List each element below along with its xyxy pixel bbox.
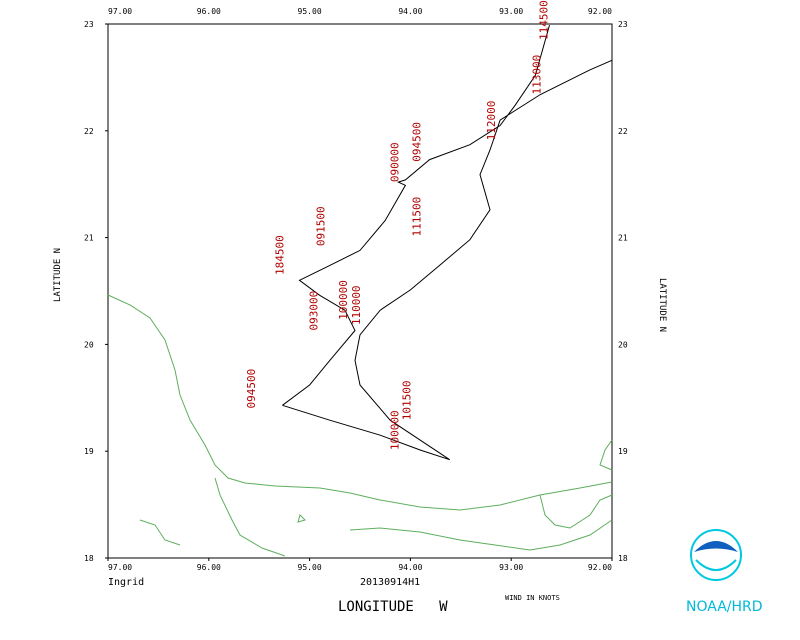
y-tick-label: 21 [84,234,94,243]
x-tick-label: 92.00 [588,563,612,572]
x-axis-title: LONGITUDE W [338,599,448,615]
time-label: 094500 [410,122,423,162]
time-label: 093000 [308,291,321,331]
time-label: 184500 [273,235,286,275]
logo-ring [690,529,742,581]
coastline [107,294,613,557]
mission-id: 20130914H1 [360,577,420,588]
x-tick-label-top: 94.00 [398,7,422,16]
x-tick-label: 96.00 [197,563,221,572]
time-label: 110000 [350,285,363,325]
x-tick-label-top: 95.00 [298,7,322,16]
x-tick-label: 95.00 [298,563,322,572]
y-tick-label: 22 [84,127,94,136]
flight-track [282,24,613,461]
time-label: 090000 [388,142,401,182]
x-tick-label-top: 97.00 [108,7,132,16]
x-tick-label-top: 93.00 [499,7,523,16]
y-tick-label-right: 23 [618,20,628,29]
time-label: 100000 [337,280,350,320]
y-axis-title-left: LATITUDE N [53,248,63,302]
y-axis-title: LATITUDE N [53,248,63,302]
credit: NOAA/HRD [686,599,763,615]
y-tick-label: 18 [84,554,94,563]
y-tick-label: 20 [84,340,94,349]
x-tick-label-top: 96.00 [197,7,221,16]
y-tick-label-right: 20 [618,340,628,349]
plot-frame [107,23,613,559]
noaa-logo [690,529,742,581]
logo-bird [694,541,738,552]
y-tick-label: 23 [84,20,94,29]
time-label: 112000 [485,101,498,141]
wind-note: WIND IN KNOTS [505,594,560,602]
time-label: 100000 [388,410,401,450]
y-axis-title: LATITUDE N [657,278,667,332]
x-tick-label: 97.00 [108,563,132,572]
time-label: 101500 [400,380,413,420]
y-tick-label-right: 21 [618,234,628,243]
x-tick-label: 93.00 [499,563,523,572]
logo-wave [695,559,737,571]
time-label: 114500 [537,0,550,40]
y-tick-label-right: 18 [618,554,628,563]
storm-name: Ingrid [108,577,144,588]
time-label: 091500 [315,206,328,246]
y-tick-label: 19 [84,447,94,456]
y-tick-label-right: 22 [618,127,628,136]
y-tick-label-right: 19 [618,447,628,456]
x-tick-label: 94.00 [398,563,422,572]
time-label: 094500 [245,369,258,409]
time-label: 113000 [530,55,543,95]
x-tick-label-top: 92.00 [588,7,612,16]
time-label: 111500 [410,197,423,237]
